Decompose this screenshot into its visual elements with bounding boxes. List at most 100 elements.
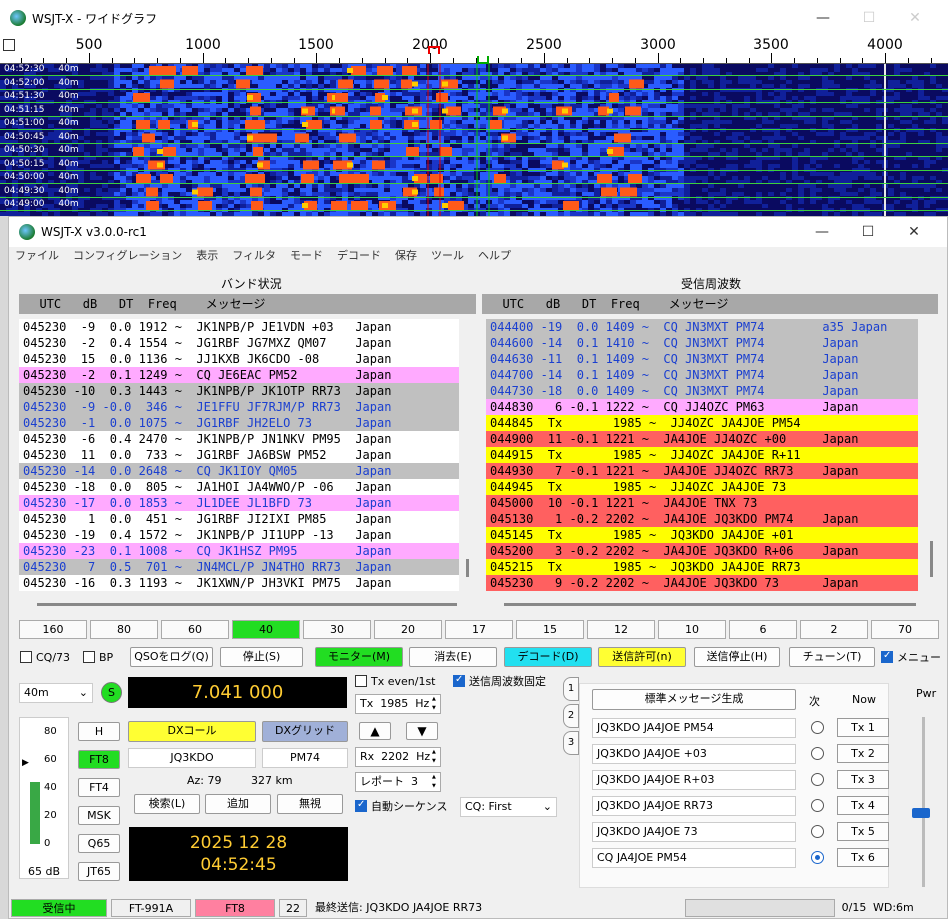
decode-row[interactable]: 044730 -18 0.0 1409 ~ CQ JN3MXT PM74 Jap… [486, 383, 918, 399]
lookup-button[interactable]: 検索(L) [134, 794, 200, 814]
generate-messages-button[interactable]: 標準メッセージ生成 [592, 689, 796, 710]
menu-item-4[interactable]: モード [290, 249, 324, 262]
tx-next-radio-3[interactable] [811, 773, 824, 786]
mode-button-h[interactable]: H [78, 722, 120, 741]
tx-even-checkbox[interactable]: Tx even/1st [355, 672, 436, 690]
tx-now-button-6[interactable]: Tx 6 [837, 848, 889, 867]
decode-row[interactable]: 044930 7 -0.1 1221 ~ JA4JOE JJ4OZC RR73 … [486, 463, 918, 479]
band-activity-hscrollbar[interactable] [37, 603, 457, 606]
close-icon[interactable]: ✕ [908, 224, 920, 240]
dx-grid-button[interactable]: DXグリッド [262, 721, 348, 742]
rx-frequency-spinbox[interactable]: Rx 2202 Hz [355, 747, 441, 767]
mode-button-jt65[interactable]: JT65 [78, 862, 120, 881]
tx-message-field-5[interactable]: JQ3KDO JA4JOE 73 [592, 822, 796, 842]
halt-tx-button[interactable]: 送信停止(H) [694, 647, 780, 667]
rx-freq-marker-icon[interactable] [477, 56, 489, 64]
decode-row[interactable]: 044830 6 -0.1 1222 ~ CQ JJ4OZC PM63 Japa… [486, 399, 918, 415]
menu-item-0[interactable]: ファイル [15, 249, 59, 262]
decode-row[interactable]: 045230 -2 0.1 1249 ~ CQ JE6EAC PM52 Japa… [19, 367, 459, 383]
band-button-30[interactable]: 30 [303, 620, 371, 639]
message-tab-3[interactable]: 3 [563, 731, 579, 755]
cq73-checkbox[interactable]: CQ/73 [20, 648, 70, 666]
decode-row[interactable]: 044845 Tx 1985 ~ JJ4OZC JA4JOE PM54 [486, 415, 918, 431]
power-slider-handle[interactable] [912, 808, 930, 818]
band-activity-list[interactable]: 045230 -9 0.0 1912 ~ JK1NPB/P JE1VDN +03… [19, 319, 459, 591]
rx-frequency-scrollbar[interactable] [930, 541, 933, 577]
band-button-40[interactable]: 40 [232, 620, 300, 639]
tx-message-field-4[interactable]: JQ3KDO JA4JOE RR73 [592, 796, 796, 816]
power-slider-track[interactable] [922, 717, 925, 887]
decode-row[interactable]: 045230 9 -0.2 2202 ~ JA4JOE JQ3KDO 73 Ja… [486, 575, 918, 591]
auto-seq-checkbox[interactable]: 自動シーケンス [355, 797, 447, 815]
ignore-button[interactable]: 無視 [277, 794, 343, 814]
decode-row[interactable]: 045230 -2 0.4 1554 ~ JG1RBF JG7MXZ QM07 … [23, 336, 392, 350]
menu-item-5[interactable]: デコード [337, 249, 382, 262]
decode-row[interactable]: 045230 -1 0.0 1075 ~ JG1RBF JH2ELO 73 Ja… [19, 415, 459, 431]
menu-item-8[interactable]: ヘルプ [478, 249, 512, 262]
band-button-6[interactable]: 6 [729, 620, 797, 639]
minimize-icon[interactable]: — [815, 224, 829, 240]
tx-message-field-3[interactable]: JQ3KDO JA4JOE R+03 [592, 770, 796, 790]
tx-message-field-2[interactable]: JQ3KDO JA4JOE +03 [592, 744, 796, 764]
band-activity-scrollbar[interactable] [466, 559, 469, 577]
maximize-icon[interactable]: ☐ [861, 224, 875, 240]
mode-button-q65[interactable]: Q65 [78, 834, 120, 853]
decode-row[interactable]: 044915 Tx 1985 ~ JJ4OZC JA4JOE R+11 [486, 447, 918, 463]
tx-now-button-1[interactable]: Tx 1 [837, 718, 889, 737]
dx-grid-field[interactable]: PM74 [262, 748, 348, 768]
tx-next-radio-1[interactable] [811, 721, 824, 734]
decode-row[interactable]: 045230 -9 -0.0 346 ~ JE1FFU JF7RJM/P RR7… [19, 399, 459, 415]
tx-frequency-spinbox[interactable]: Tx 1985 Hz [355, 694, 441, 714]
tx-message-field-6[interactable]: CQ JA4JOE PM54 [592, 848, 796, 868]
report-spinbox[interactable]: レポート 3 [355, 772, 441, 792]
frequency-ruler[interactable]: 500 1000 1500 2000 2500 3000 3500 4000 [0, 36, 948, 64]
band-button-15[interactable]: 15 [516, 620, 584, 639]
tx-now-button-3[interactable]: Tx 3 [837, 770, 889, 789]
mode-button-ft8[interactable]: FT8 [78, 750, 120, 769]
tune-button[interactable]: チューン(T) [789, 647, 875, 667]
decode-row[interactable]: 045230 -6 0.4 2470 ~ JK1NPB/P JN1NKV PM9… [23, 432, 392, 446]
band-button-2[interactable]: 2 [800, 620, 868, 639]
decode-row[interactable]: 045230 11 0.0 733 ~ JG1RBF JA6BSW PM52 J… [23, 448, 392, 462]
rx-frequency-hscrollbar[interactable] [504, 603, 916, 606]
band-select[interactable]: 40m ⌄ [19, 683, 93, 703]
decode-row[interactable]: 045145 Tx 1985 ~ JQ3KDO JA4JOE +01 [486, 527, 918, 543]
menu-item-1[interactable]: コンフィグレーション [73, 249, 183, 262]
hold-tx-freq-checkbox[interactable]: 送信周波数固定 [453, 672, 546, 690]
decode-row[interactable]: 045215 Tx 1985 ~ JQ3KDO JA4JOE RR73 [486, 559, 918, 575]
waterfall-checkbox[interactable] [3, 39, 15, 51]
decode-row[interactable]: 044600 -14 0.1 1410 ~ CQ JN3MXT PM74 Jap… [486, 335, 918, 351]
decode-row[interactable]: 044900 11 -0.1 1221 ~ JA4JOE JJ4OZC +00 … [486, 431, 918, 447]
decode-row[interactable]: 044945 Tx 1985 ~ JJ4OZC JA4JOE 73 [486, 479, 918, 495]
add-button[interactable]: 追加 [205, 794, 271, 814]
decode-row[interactable]: 045230 -10 0.3 1443 ~ JK1NPB/P JK1OTP RR… [19, 383, 459, 399]
decode-row[interactable]: 045230 1 0.0 451 ~ JG1RBF JI2IXI PM85 Ja… [23, 512, 392, 526]
freq-down-button[interactable]: ▼ [406, 722, 438, 740]
decode-row[interactable]: 045230 -19 0.4 1572 ~ JK1NPB/P JI1UPP -1… [23, 528, 392, 542]
decode-row[interactable]: 045000 10 -0.1 1221 ~ JA4JOE TNX 73 [486, 495, 918, 511]
tx-now-button-5[interactable]: Tx 5 [837, 822, 889, 841]
bp-checkbox[interactable]: BP [83, 648, 113, 666]
decode-row[interactable]: 044700 -14 0.1 1409 ~ CQ JN3MXT PM74 Jap… [486, 367, 918, 383]
decode-row[interactable]: 045230 15 0.0 1136 ~ JJ1KXB JK6CDO -08 J… [23, 352, 392, 366]
decode-row[interactable]: 045230 7 0.5 701 ~ JN4MCL/P JN4THO RR73 … [19, 559, 459, 575]
tx-next-radio-5[interactable] [811, 825, 824, 838]
rx-frequency-list[interactable]: 044400 -19 0.0 1409 ~ CQ JN3MXT PM74 a35… [486, 319, 918, 591]
menu-checkbox[interactable]: メニュー [881, 648, 941, 666]
tx-next-radio-4[interactable] [811, 799, 824, 812]
band-button-10[interactable]: 10 [658, 620, 726, 639]
erase-button[interactable]: 消去(E) [409, 647, 497, 667]
decode-row[interactable]: 045200 3 -0.2 2202 ~ JA4JOE JQ3KDO R+06 … [486, 543, 918, 559]
band-button-17[interactable]: 17 [445, 620, 513, 639]
enable-tx-button[interactable]: 送信許可(n) [598, 647, 686, 667]
minimize-icon[interactable]: — [816, 10, 830, 26]
decode-row[interactable]: 044400 -19 0.0 1409 ~ CQ JN3MXT PM74 a35… [486, 319, 918, 335]
dx-call-field[interactable]: JQ3KDO [128, 748, 256, 768]
mode-button-ft4[interactable]: FT4 [78, 778, 120, 797]
tx-message-field-1[interactable]: JQ3KDO JA4JOE PM54 [592, 718, 796, 738]
decode-row[interactable]: 045230 -23 0.1 1008 ~ CQ JK1HSZ PM95 Jap… [19, 543, 459, 559]
tx-next-radio-2[interactable] [811, 747, 824, 760]
tx-next-radio-6[interactable] [811, 851, 824, 864]
cq-select[interactable]: CQ: First ⌄ [460, 797, 557, 817]
decode-row[interactable]: 045230 -14 0.0 2648 ~ CQ JK1IOY QM05 Jap… [19, 463, 459, 479]
